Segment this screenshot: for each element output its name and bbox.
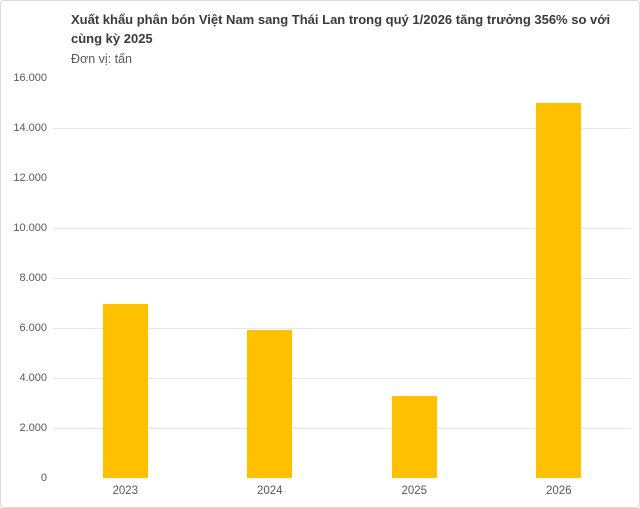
x-axis-label-2023: 2023	[112, 485, 139, 497]
y-axis-label-12000: 12.000	[13, 172, 47, 184]
bar-2025	[391, 395, 437, 478]
x-axis-label-2024: 2024	[256, 485, 283, 497]
y-axis-label-6000: 6.000	[19, 322, 47, 334]
y-axis-label-16000: 16.000	[13, 72, 47, 84]
x-axis-label-2025: 2025	[401, 485, 428, 497]
chart-unit-label: Đơn vị: tấn	[71, 52, 132, 66]
y-axis-label-14000: 14.000	[13, 122, 47, 134]
chart-title: Xuất khẩu phân bón Việt Nam sang Thái La…	[71, 12, 611, 46]
gridline-2000	[53, 427, 631, 429]
gridline-4000	[53, 377, 631, 379]
y-axis-label-10000: 10.000	[13, 222, 47, 234]
bar-2023	[102, 304, 148, 478]
bar-2026	[536, 103, 582, 478]
y-axis-label-4000: 4.000	[19, 372, 47, 384]
gridline-8000	[53, 277, 631, 279]
gridline-6000	[53, 327, 631, 329]
chart-header: Xuất khẩu phân bón Việt Nam sang Thái La…	[71, 10, 619, 67]
y-axis-label-2000: 2.000	[19, 422, 47, 434]
x-axis-label-2026: 2026	[545, 485, 572, 497]
y-axis-label-0: 0	[40, 472, 47, 484]
gridline-14000	[53, 127, 631, 129]
gridline-10000	[53, 227, 631, 229]
y-axis-label-8000: 8.000	[19, 272, 47, 284]
bar-2024	[247, 330, 293, 478]
